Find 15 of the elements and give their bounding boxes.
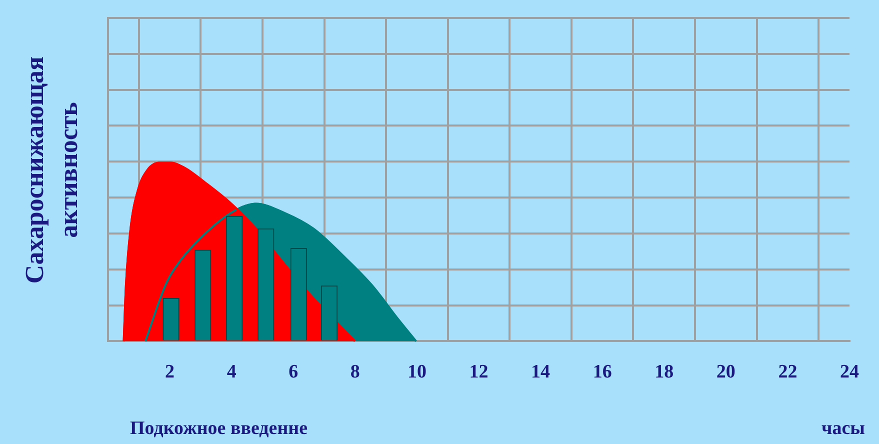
x-tick-label: 10 [407,362,426,383]
x-tick-label: 14 [531,362,551,383]
x-tick-label: 20 [716,362,736,383]
x-tick-label: 6 [288,362,298,383]
x-tick-label: 8 [350,362,360,383]
x-tick-label: 4 [226,362,237,383]
text: часы [822,418,865,440]
x-tick-label: 2 [165,362,175,383]
x-tick-label: 22 [778,362,798,383]
x-tick-label: 12 [469,362,488,383]
x-tick-label: 16 [592,362,612,383]
y-axis-title: Сахароснижающая активность [19,55,84,286]
x-axis-title: Подкожное введенне [130,418,308,440]
x-tick-label: 18 [654,362,674,383]
x-tick-label: 24 [840,362,860,383]
